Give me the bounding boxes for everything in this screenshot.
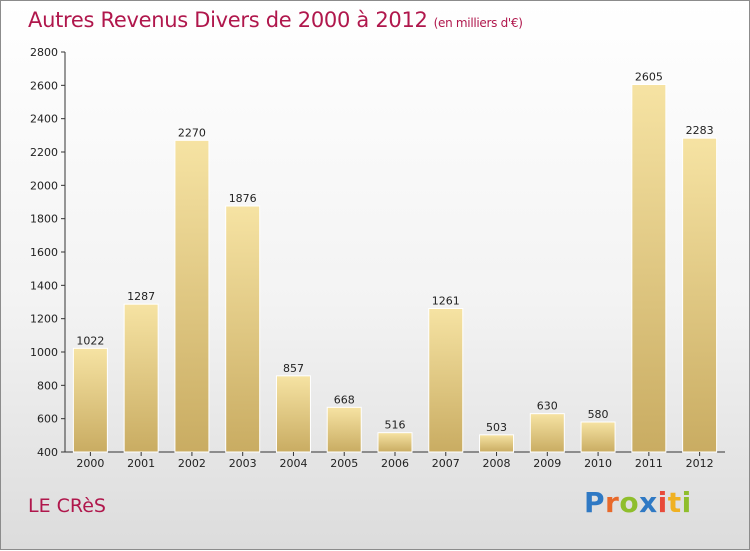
data-label: 630 — [537, 400, 558, 413]
x-tick-label: 2003 — [229, 457, 257, 470]
y-tick-label: 1800 — [30, 213, 58, 226]
y-tick-label: 400 — [37, 446, 58, 459]
data-label: 1287 — [127, 290, 155, 303]
chart-subtitle: (en milliers d'€) — [433, 16, 523, 30]
bar — [275, 375, 311, 453]
bar — [682, 137, 718, 453]
chart-title: Autres Revenus Divers de 2000 à 2012 (en … — [28, 8, 523, 32]
data-label: 503 — [486, 421, 507, 434]
data-label: 516 — [385, 419, 406, 432]
proxiti-logo: Proxiti — [584, 486, 692, 519]
data-label: 1022 — [76, 334, 104, 347]
x-tick-label: 2006 — [381, 457, 409, 470]
y-tick-label: 2600 — [30, 79, 58, 92]
x-tick-label: 2010 — [584, 457, 612, 470]
x-tick-label: 2008 — [483, 457, 511, 470]
bar — [225, 205, 261, 453]
bar — [123, 303, 159, 453]
data-label: 580 — [588, 408, 609, 421]
y-tick-label: 2000 — [30, 179, 58, 192]
chart-title-text: Autres Revenus Divers de 2000 à 2012 — [28, 8, 428, 32]
y-tick-label: 2800 — [30, 46, 58, 59]
data-label: 668 — [334, 393, 355, 406]
y-tick-label: 1600 — [30, 246, 58, 259]
y-tick-label: 2400 — [30, 113, 58, 126]
y-tick-label: 1200 — [30, 313, 58, 326]
y-tick-label: 800 — [37, 379, 58, 392]
y-tick-label: 1000 — [30, 346, 58, 359]
bar — [377, 432, 413, 453]
data-label: 1261 — [432, 295, 460, 308]
data-label: 2270 — [178, 126, 206, 139]
bar — [479, 434, 515, 453]
bar — [174, 139, 210, 453]
data-label: 857 — [283, 362, 304, 375]
bar — [72, 347, 108, 453]
x-tick-label: 2012 — [686, 457, 714, 470]
y-tick-label: 2200 — [30, 146, 58, 159]
bar — [428, 308, 464, 453]
y-tick-label: 1400 — [30, 279, 58, 292]
x-tick-label: 2004 — [279, 457, 307, 470]
x-tick-label: 2009 — [533, 457, 561, 470]
bar — [529, 413, 565, 453]
x-tick-label: 2007 — [432, 457, 460, 470]
commune-name: LE CRèS — [28, 495, 106, 517]
x-tick-label: 2000 — [76, 457, 104, 470]
data-label: 2283 — [686, 124, 714, 137]
x-tick-label: 2011 — [635, 457, 663, 470]
x-tick-label: 2001 — [127, 457, 155, 470]
data-label: 1876 — [229, 192, 257, 205]
x-tick-label: 2002 — [178, 457, 206, 470]
bar — [326, 406, 362, 453]
y-tick-label: 600 — [37, 413, 58, 426]
bar — [631, 84, 667, 453]
x-tick-label: 2005 — [330, 457, 358, 470]
bar — [580, 421, 616, 453]
data-label: 2605 — [635, 71, 663, 84]
